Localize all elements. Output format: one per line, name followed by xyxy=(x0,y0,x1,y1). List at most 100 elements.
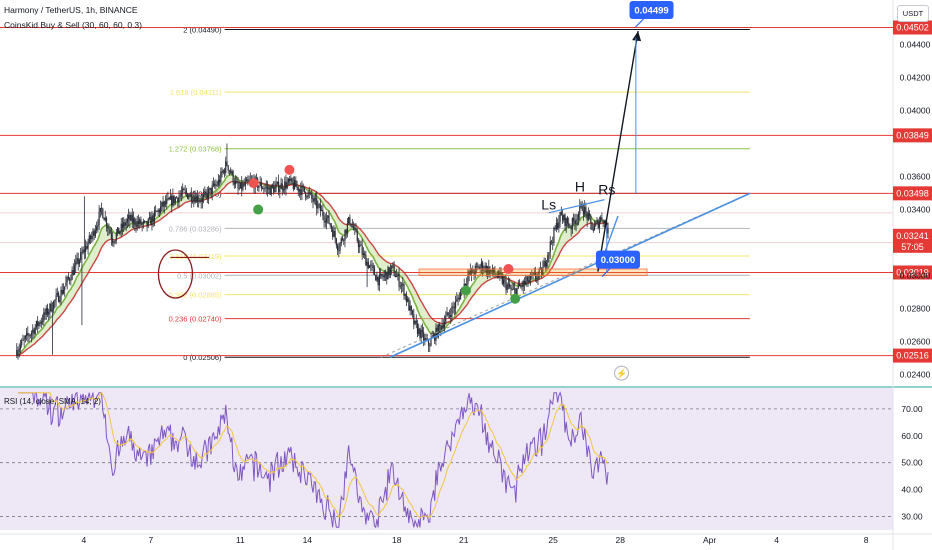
candle-body xyxy=(209,187,211,190)
candle-body xyxy=(479,266,481,270)
rsi-axis-tick: 70.00 xyxy=(901,404,923,414)
candle-body xyxy=(271,185,274,187)
candle-body xyxy=(46,308,49,315)
candle-body xyxy=(496,276,498,278)
candle-body xyxy=(440,326,442,330)
candle-body xyxy=(466,284,468,286)
candle-body xyxy=(518,283,521,287)
candle-body xyxy=(607,228,609,234)
candle-body xyxy=(528,279,530,283)
candle-body xyxy=(563,214,565,221)
time-axis-tick: 18 xyxy=(392,535,402,545)
candle-body xyxy=(91,235,93,240)
candle-body xyxy=(391,265,393,269)
candle-body xyxy=(262,188,264,190)
candle-body xyxy=(144,221,146,222)
candle-body xyxy=(429,345,431,347)
candle-body xyxy=(266,186,269,190)
candle-body xyxy=(545,262,548,267)
candle-body xyxy=(575,219,577,225)
candle-body xyxy=(184,189,186,191)
candle-body xyxy=(76,258,78,262)
candle-body xyxy=(178,196,180,203)
candle-body xyxy=(150,216,152,225)
candle-body xyxy=(236,180,238,183)
candle-body xyxy=(35,321,38,328)
price-level-tag-text: 0.03498 xyxy=(896,188,929,198)
candle-body xyxy=(590,216,592,223)
candle-body xyxy=(455,301,457,309)
candle-body xyxy=(221,171,223,173)
candle-body xyxy=(61,289,63,294)
candle-body xyxy=(169,196,172,200)
candle-body xyxy=(541,268,543,276)
candle-body xyxy=(571,218,573,230)
candle-body xyxy=(486,266,489,274)
candle-body xyxy=(507,283,510,285)
support-zone xyxy=(418,268,648,277)
candle-body xyxy=(485,265,487,274)
rsi-axis-tick: 50.00 xyxy=(901,458,923,468)
candle-body xyxy=(161,201,163,207)
candle-body xyxy=(602,219,604,223)
candle-body xyxy=(129,215,131,221)
candle-body xyxy=(241,182,243,190)
candle-body xyxy=(193,197,195,202)
candle-body xyxy=(473,273,475,275)
candle-body xyxy=(16,349,18,356)
candle-body xyxy=(349,217,351,224)
candle-body xyxy=(409,305,411,311)
candle-body xyxy=(480,262,483,267)
current-price-text: 0.03241 xyxy=(896,231,929,241)
candle-body xyxy=(286,182,288,189)
candle-body xyxy=(130,214,132,221)
candle-body xyxy=(71,270,73,280)
candle-body xyxy=(72,270,74,275)
candle-body xyxy=(448,314,451,316)
candle-body xyxy=(384,272,387,275)
candle-body xyxy=(146,220,148,227)
candle-body xyxy=(45,308,47,315)
candle-body xyxy=(296,186,298,188)
candle-body xyxy=(280,183,282,189)
candle-body xyxy=(199,200,201,202)
candle-body xyxy=(182,188,184,194)
time-axis-tick: 11 xyxy=(236,535,245,545)
candle-body xyxy=(328,215,330,224)
candle-body xyxy=(561,215,564,221)
candle-body xyxy=(512,288,514,290)
candle-body xyxy=(318,204,320,206)
candle-body xyxy=(378,274,380,286)
candle-body xyxy=(65,282,67,287)
candle-body xyxy=(477,266,479,267)
candle-body xyxy=(402,283,404,286)
candle-body xyxy=(324,220,326,223)
candle-body xyxy=(404,294,406,296)
candle-body xyxy=(393,265,395,276)
candle-body xyxy=(237,182,239,189)
candle-body xyxy=(372,265,374,268)
candle-body xyxy=(338,250,340,251)
fib-level-label: 1.618 (0.04111) xyxy=(170,88,222,97)
candle-body xyxy=(274,186,276,193)
candle-body xyxy=(27,332,29,336)
candle-body xyxy=(399,286,401,287)
candle-body xyxy=(386,272,388,280)
candle-body xyxy=(365,254,367,266)
candle-body xyxy=(346,223,349,234)
price-level-tag xyxy=(893,186,932,201)
candle-body xyxy=(57,293,60,302)
candle-body xyxy=(597,220,599,228)
candle-body xyxy=(548,252,550,256)
rsi-legend[interactable]: RSI (14, close, SMA, 14, 2) xyxy=(4,397,101,406)
candle-body xyxy=(474,266,476,275)
candle-body xyxy=(552,242,554,243)
candle-body xyxy=(439,324,441,327)
indicator-legend[interactable]: CoinsKid Buy & Sell (30, 60, 60, 0.3) xyxy=(4,20,142,30)
currency-button[interactable]: USDT xyxy=(897,5,929,22)
candle-body xyxy=(350,223,352,227)
candle-body xyxy=(311,193,313,199)
candle-body xyxy=(174,197,176,203)
candle-body xyxy=(134,218,136,226)
